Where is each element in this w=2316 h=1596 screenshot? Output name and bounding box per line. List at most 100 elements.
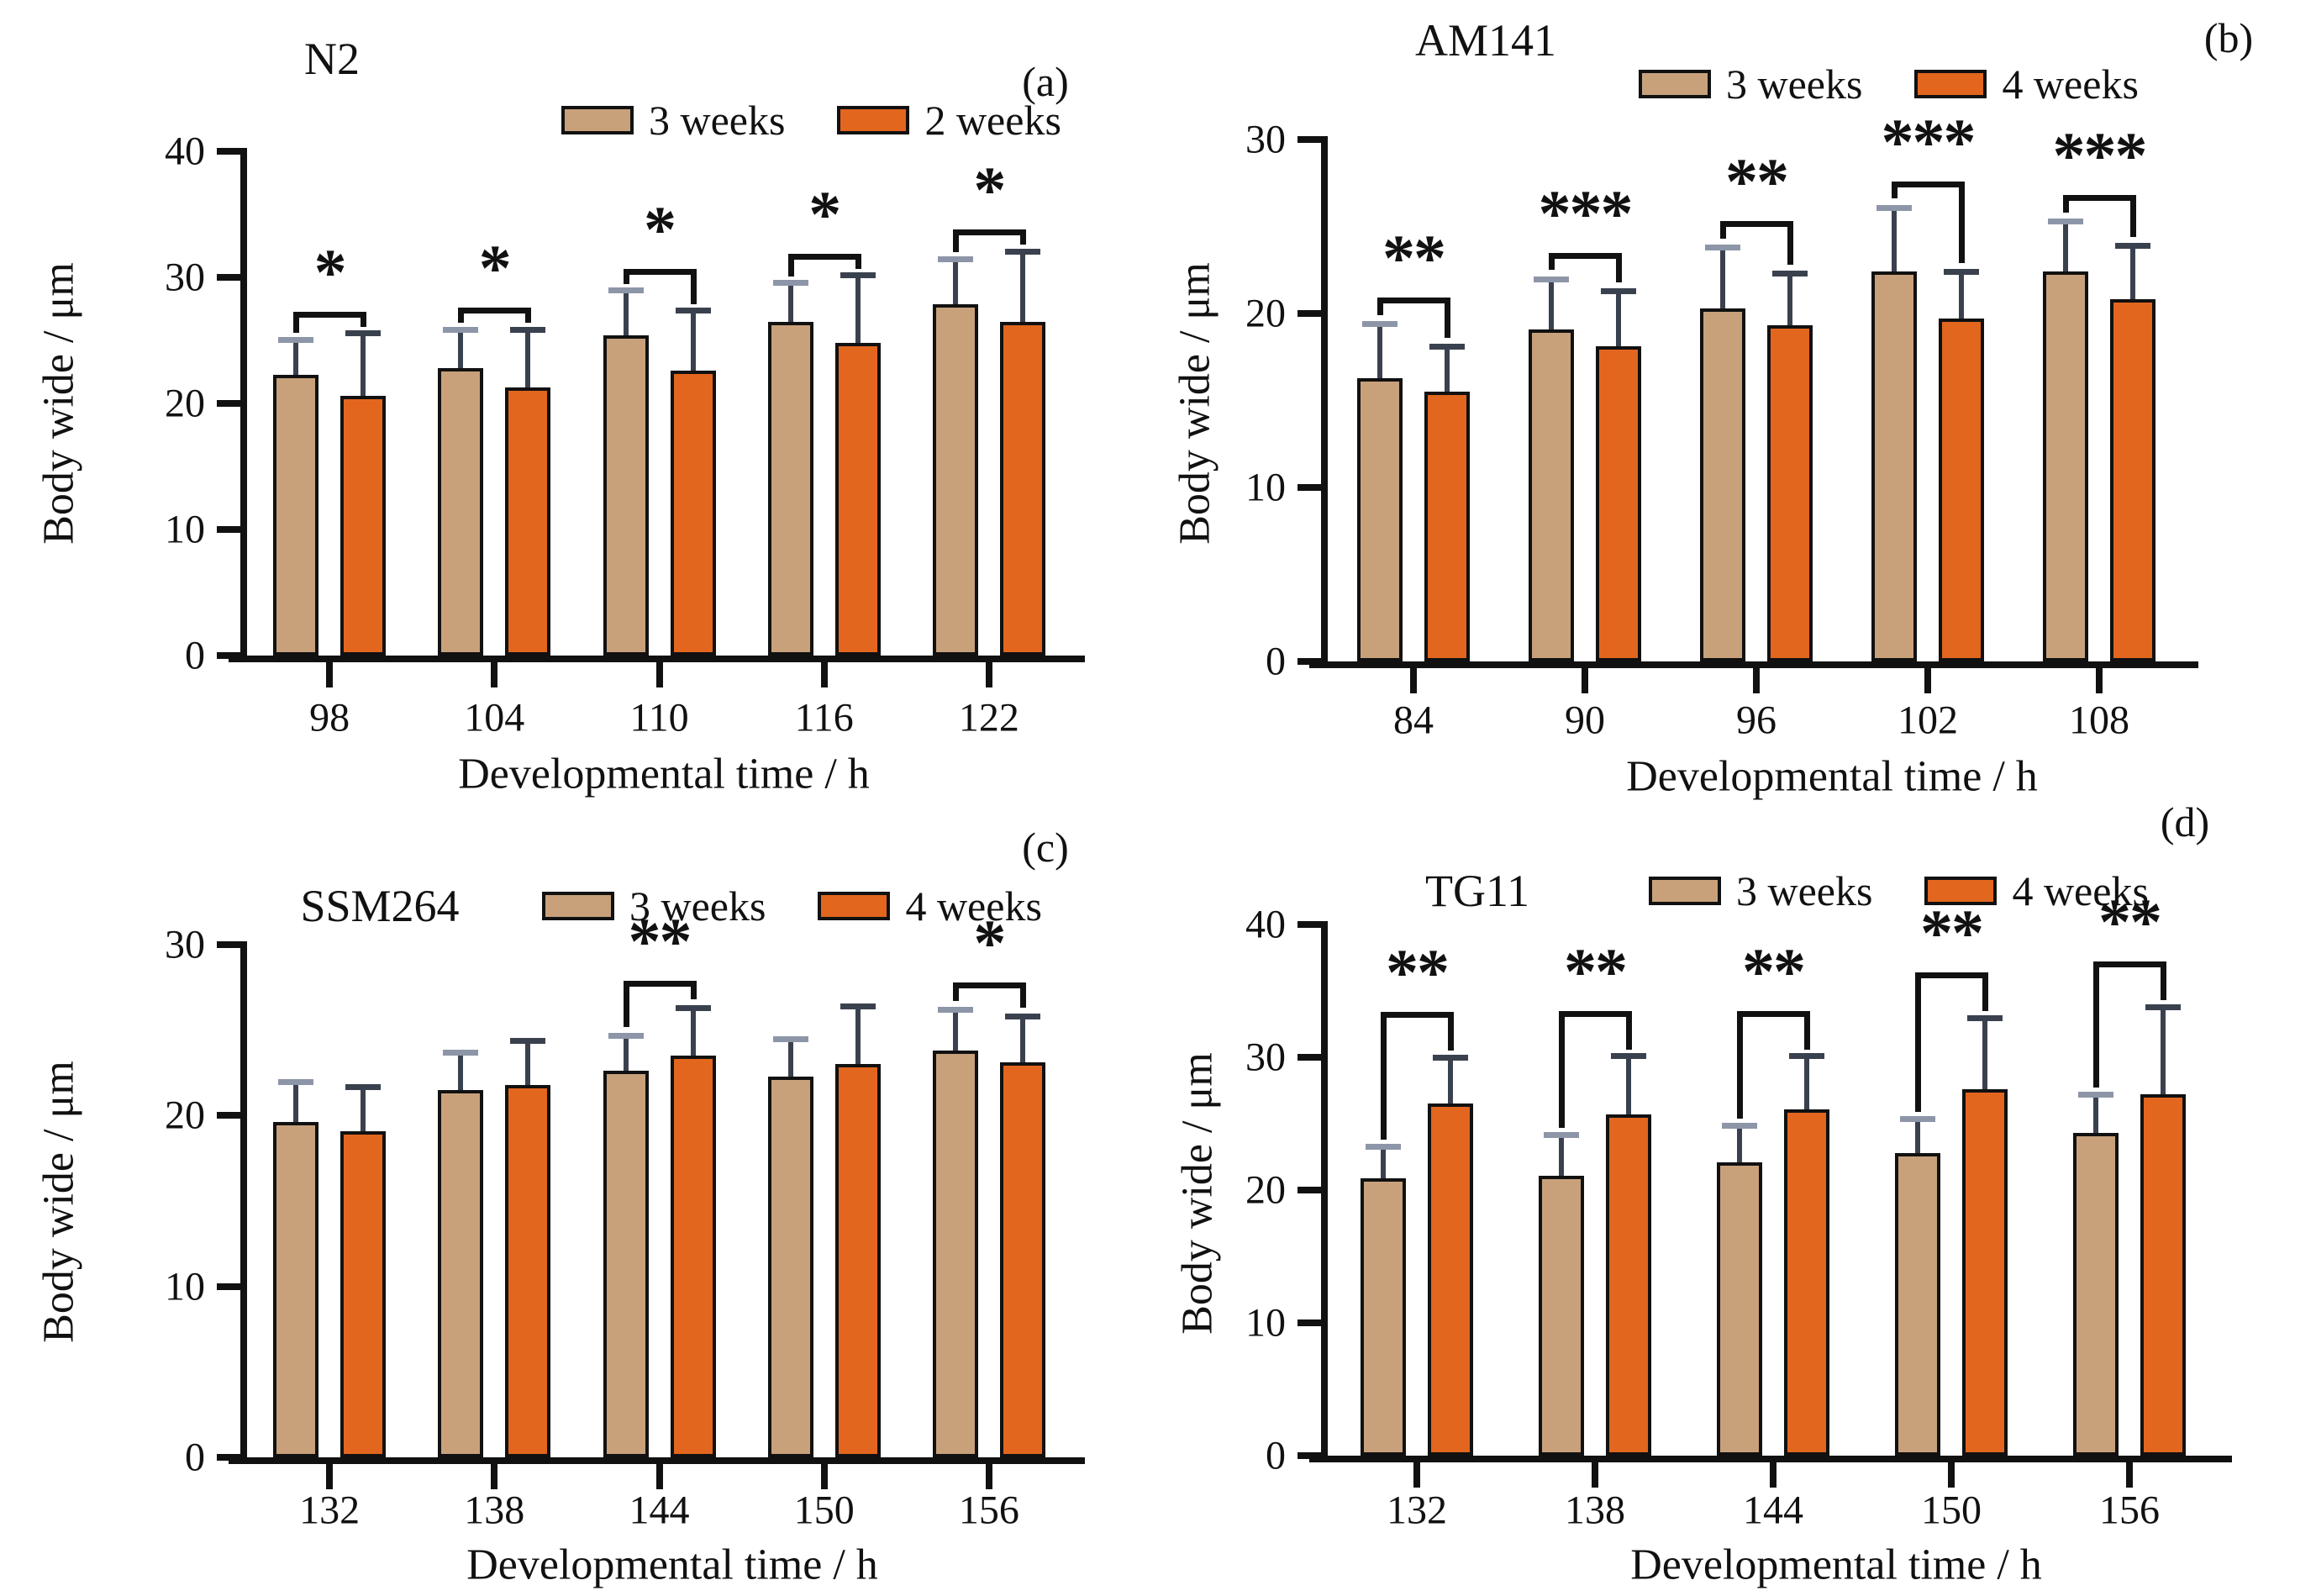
bar-4-weeks: [1606, 1114, 1651, 1456]
panel-letter: (c): [1022, 824, 1069, 871]
x-tick-label: 96: [1736, 698, 1776, 743]
x-axis-title: Developmental time / h: [466, 1541, 878, 1589]
significance-stars: *: [478, 231, 512, 304]
x-tick: [655, 662, 663, 687]
y-tick: [217, 1112, 240, 1119]
legend: 3 weeks 4 weeks: [542, 882, 1077, 930]
legend: 3 weeks 4 weeks: [1649, 866, 2184, 915]
x-tick-label: 138: [1565, 1488, 1625, 1533]
error-bar-cap: [1705, 245, 1740, 251]
error-bar-cap: [345, 330, 382, 336]
sig-bracket-arm: [690, 980, 697, 1000]
bar-3-weeks: [1871, 271, 1917, 661]
significance-stars: **: [1742, 934, 1806, 1008]
error-bar-cap: [278, 336, 314, 343]
sig-bracket-top: [2093, 961, 2166, 968]
sig-bracket-arm: [952, 982, 959, 1002]
error-bar-line: [361, 1086, 366, 1131]
y-axis-title: Body wide / μm: [34, 1061, 83, 1343]
bar-3-weeks: [603, 1071, 649, 1457]
sig-bracket-top: [1381, 1012, 1453, 1019]
significance-stars: **: [2098, 885, 2162, 959]
error-bar-cap: [675, 1005, 711, 1012]
x-tick: [1753, 668, 1760, 693]
bar-3-weeks: [932, 1051, 978, 1457]
x-tick: [2126, 1462, 2133, 1488]
x-tick-label: 150: [793, 1488, 855, 1533]
x-tick-label: 144: [629, 1488, 690, 1533]
error-bar-cap: [1944, 269, 1979, 276]
bar-3-weeks: [767, 321, 813, 656]
error-bar-cap: [840, 272, 876, 278]
error-bar-line: [1445, 346, 1450, 392]
y-axis-line: [240, 941, 247, 1461]
y-tick: [1297, 1319, 1321, 1326]
bar-3-weeks: [1357, 377, 1403, 661]
sig-bracket-arm: [1915, 972, 1921, 1112]
y-tick: [217, 526, 240, 533]
sig-bracket-arm: [855, 253, 861, 269]
sig-bracket-arm: [1549, 252, 1555, 271]
x-tick-label: 144: [1743, 1488, 1803, 1533]
legend-label: 4 weeks: [905, 882, 1042, 930]
error-bar-line: [293, 1081, 299, 1123]
legend-label: 2 weeks: [924, 97, 1061, 144]
error-bar-cap: [2048, 219, 2083, 225]
error-bar-line: [2093, 1094, 2098, 1134]
bar-3-weeks: [2043, 271, 2088, 661]
x-tick-label: 132: [299, 1488, 361, 1533]
error-bar-cap: [937, 1007, 973, 1014]
y-tick-label: 30: [165, 255, 205, 300]
error-bar-cap: [1362, 321, 1397, 328]
bar-4-weeks: [1596, 346, 1641, 661]
error-bar-cap: [1429, 344, 1465, 350]
sig-bracket-arm: [2093, 961, 2099, 1088]
error-bar-line: [1377, 324, 1382, 378]
sig-bracket-arm: [1377, 298, 1383, 316]
y-tick-label: 30: [165, 922, 205, 967]
error-bar-cap: [1433, 1055, 1468, 1061]
x-tick: [491, 1464, 498, 1489]
sig-bracket-arm: [1720, 221, 1726, 239]
bar-3-weeks: [438, 368, 484, 656]
y-tick: [1297, 484, 1321, 491]
legend-swatch: [1924, 877, 1998, 905]
x-axis-line: [1309, 661, 2198, 668]
bar-4-weeks: [1428, 1104, 1473, 1456]
error-bar-line: [1982, 1017, 1987, 1089]
legend-swatch: [818, 892, 891, 920]
sig-bracket-arm: [952, 229, 959, 252]
bar-3-weeks: [273, 1122, 319, 1457]
error-bar-cap: [1876, 204, 1912, 211]
x-tick-label: 116: [794, 695, 854, 740]
bar-3-weeks: [1700, 308, 1745, 661]
error-bar-line: [2161, 1006, 2166, 1095]
panel-title: AM141: [1414, 15, 1557, 66]
y-axis-line: [240, 148, 247, 659]
y-tick-label: 10: [165, 507, 205, 552]
significance-stars: **: [1386, 935, 1450, 1009]
legend: 3 weeks 2 weeks: [561, 96, 1097, 145]
bar-4-weeks: [1784, 1109, 1829, 1456]
error-bar-cap: [2145, 1003, 2181, 1010]
error-bar-cap: [608, 1032, 644, 1039]
error-bar-line: [690, 310, 696, 371]
legend-swatch: [1649, 877, 1721, 905]
error-bar-line: [1787, 273, 1792, 326]
legend-swatch: [1914, 70, 1987, 98]
sig-bracket-arm: [2161, 961, 2166, 1001]
legend-item: 3 weeks: [1649, 866, 1872, 915]
significance-stars: *: [973, 905, 1006, 979]
y-tick: [1297, 1187, 1321, 1193]
significance-stars: **: [1382, 221, 1446, 295]
sig-bracket-arm: [1804, 1010, 1810, 1050]
y-tick-label: 30: [1245, 1035, 1286, 1080]
x-tick: [326, 662, 334, 687]
panel-letter: (a): [1022, 58, 1069, 105]
bar-2-weeks: [834, 343, 881, 656]
y-tick: [217, 652, 240, 659]
bar-3-weeks: [2073, 1133, 2119, 1456]
bar-4-weeks: [1424, 392, 1470, 661]
